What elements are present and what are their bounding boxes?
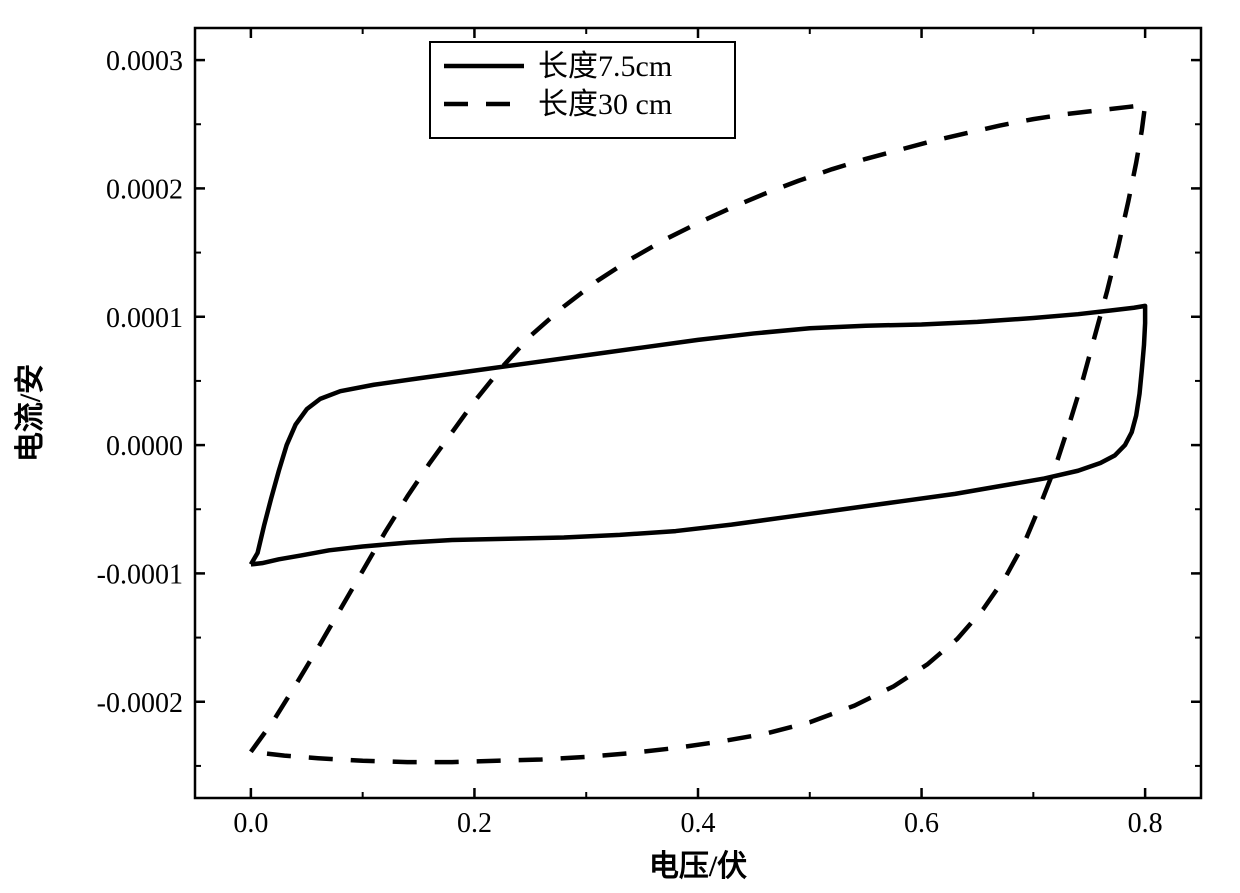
figure-container: { "canvas": { "width": 1240, "height": 8… — [0, 0, 1240, 893]
x-tick-label: 0.0 — [233, 808, 268, 839]
x-tick-label: 0.8 — [1128, 808, 1163, 839]
y-axis-title: 电流/安 — [14, 364, 47, 462]
legend-label: 长度30 cm — [538, 88, 672, 121]
y-tick-label: 0.0002 — [106, 174, 183, 205]
x-tick-label: 0.2 — [457, 808, 492, 839]
y-tick-label: 0.0001 — [106, 303, 183, 334]
x-tick-label: 0.6 — [904, 808, 939, 839]
x-tick-label: 0.4 — [681, 808, 716, 839]
y-tick-label: -0.0001 — [97, 559, 183, 590]
x-axis-title: 电压/伏 — [649, 850, 747, 883]
legend-label: 长度7.5cm — [538, 50, 672, 83]
cv-chart: 0.0 0.2 0.4 0.6 0.8 电压/伏 -0.0002 -0.0001 0.0000 0… — [0, 0, 1240, 893]
y-tick-label: -0.0002 — [97, 688, 183, 719]
y-tick-label: 0.0000 — [106, 431, 183, 462]
legend: 长度7.5cm 长度30 cm — [430, 42, 735, 138]
y-tick-label: 0.0003 — [106, 46, 183, 77]
